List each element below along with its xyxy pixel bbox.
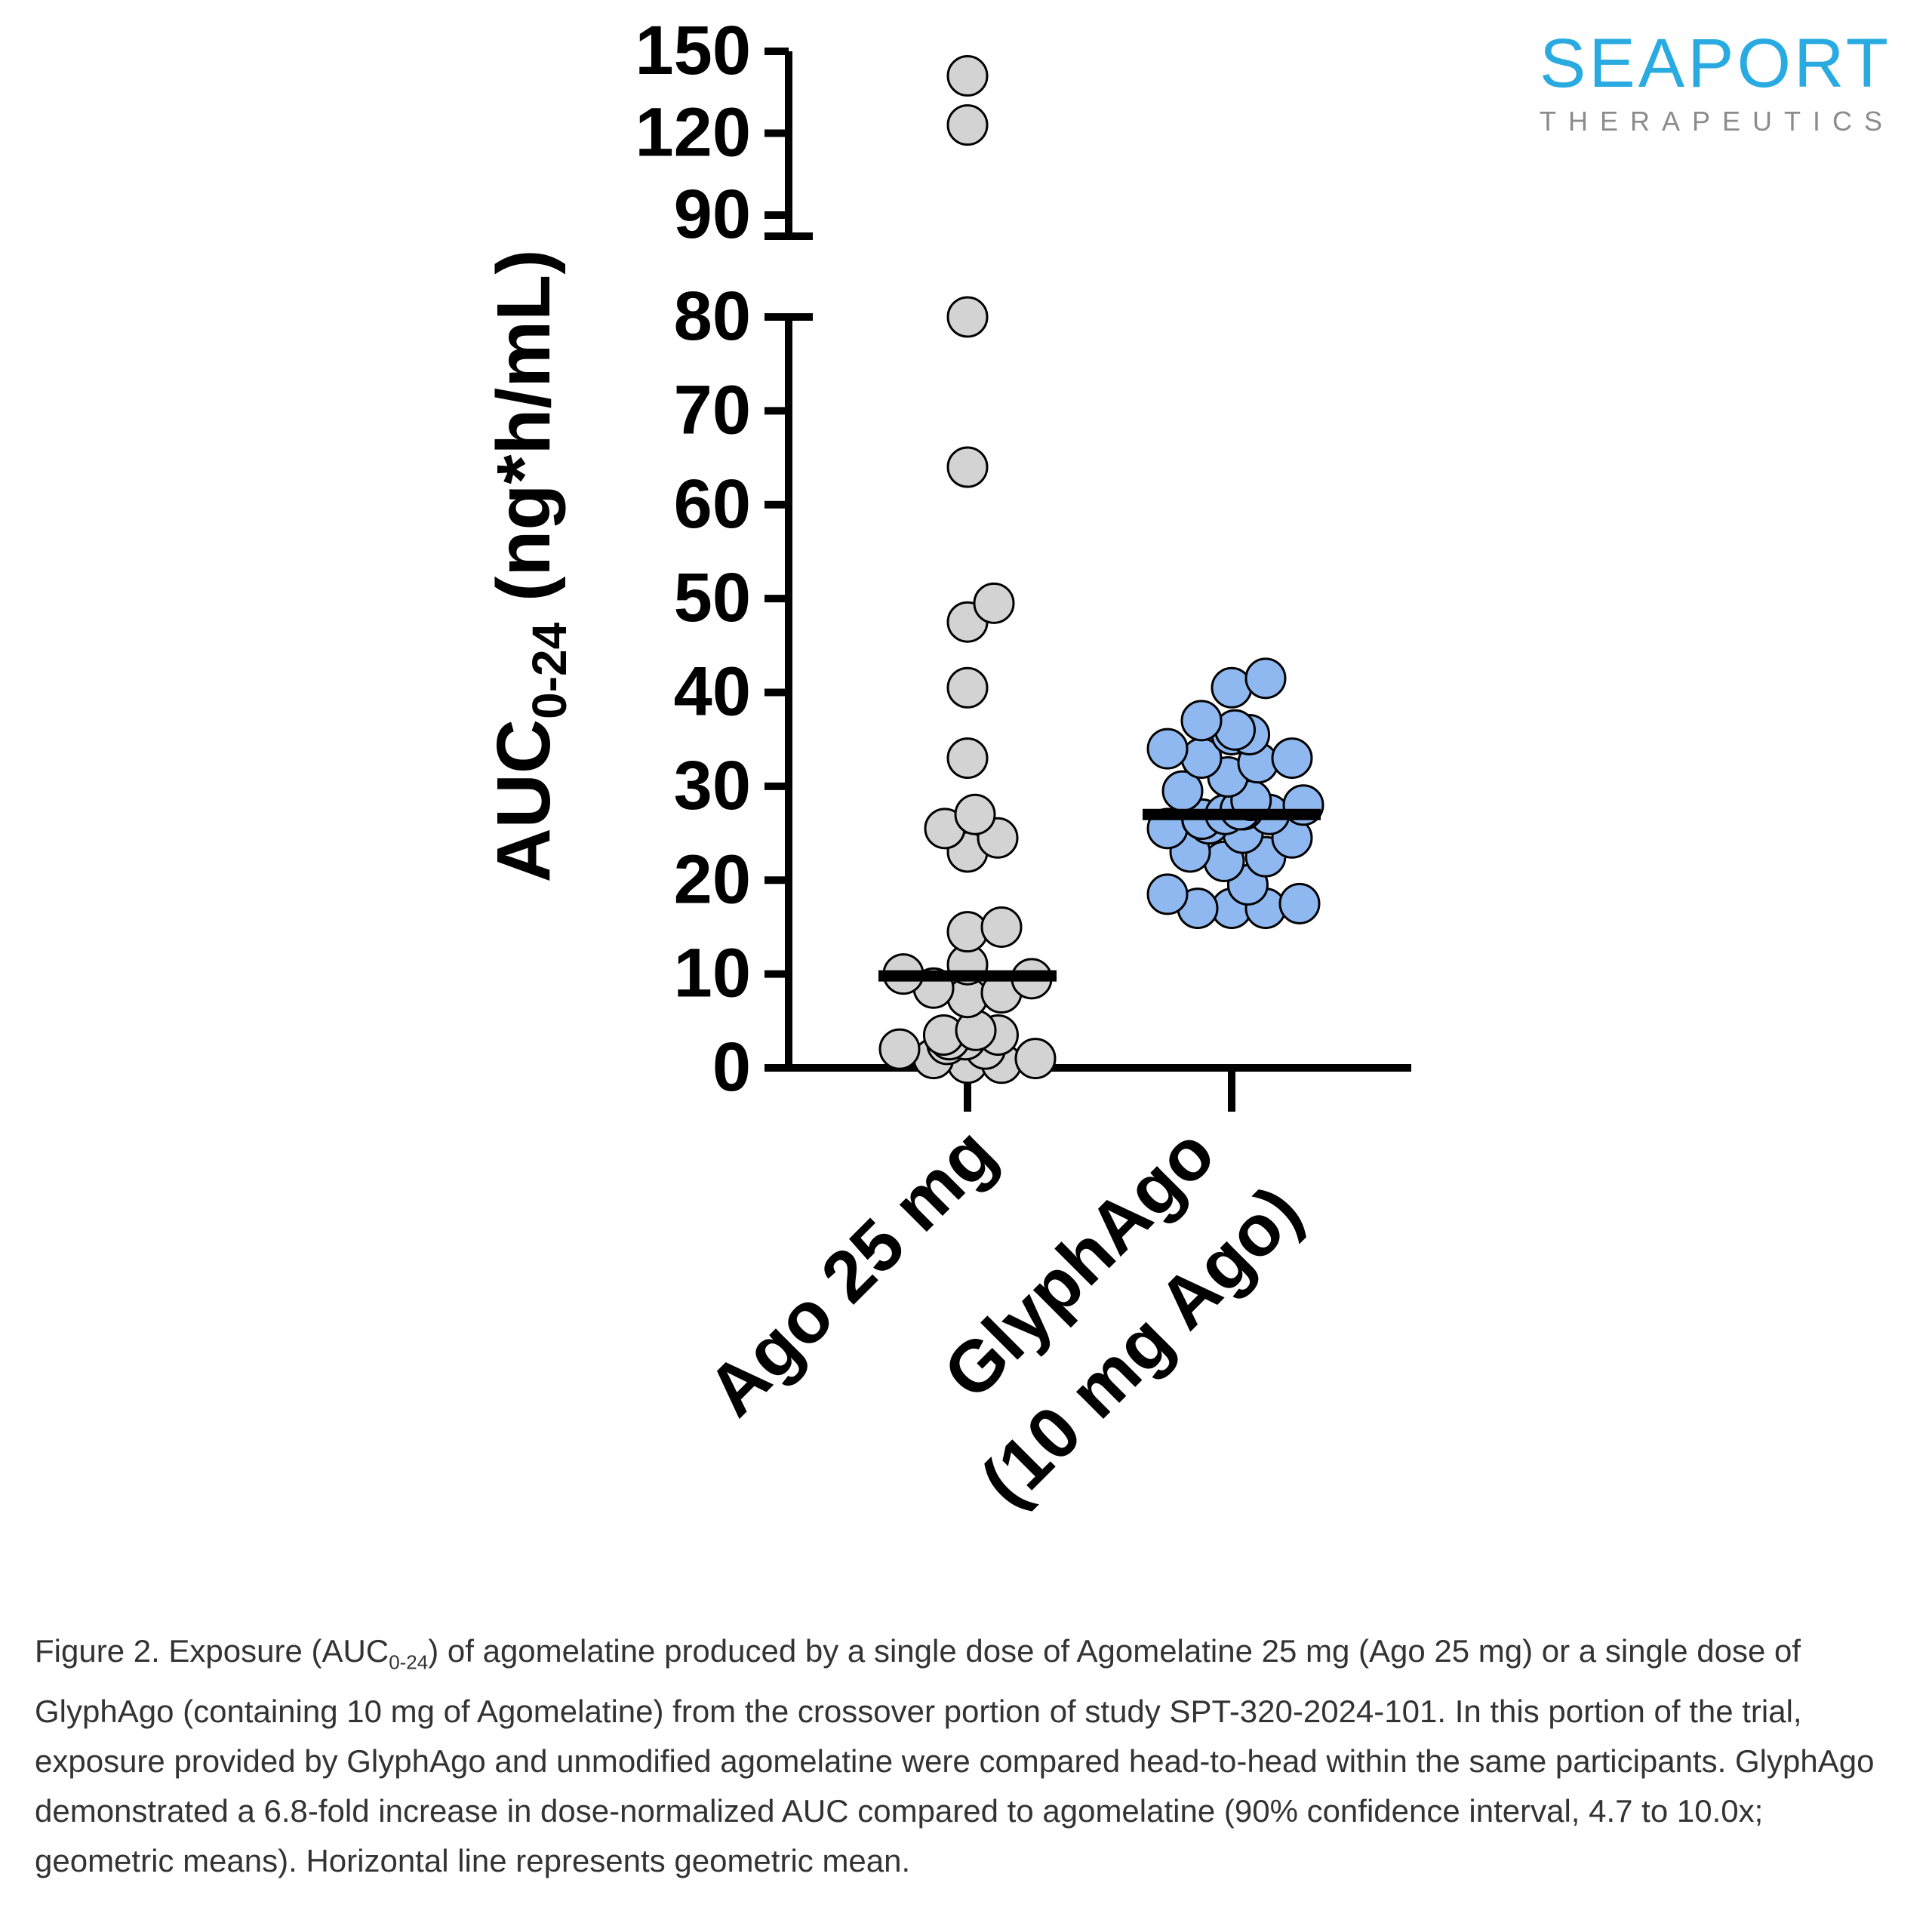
- data-point: [948, 297, 987, 337]
- figure-caption: Figure 2. Exposure (AUC0-24) of agomelat…: [35, 1626, 1906, 1886]
- data-point: [880, 1029, 919, 1069]
- scatter-chart: 0 10 20 30 40 50 60 70 80 90120150 AUC0-24 (ng*h/m…: [0, 0, 1932, 1615]
- y-tick-label: 70: [674, 371, 751, 448]
- data-point: [1148, 875, 1187, 914]
- y-tick-label: 60: [674, 466, 751, 543]
- y-tick-label: 20: [674, 841, 751, 918]
- data-points: [880, 57, 1323, 1083]
- y-tick-label: 10: [674, 935, 751, 1012]
- y-tick-label: 90: [674, 176, 751, 253]
- data-point: [948, 57, 987, 96]
- data-point: [955, 795, 995, 834]
- y-axis-title: AUC0-24 (ng*h/mL): [481, 249, 577, 882]
- axes: [764, 51, 1411, 1112]
- data-point: [1148, 729, 1187, 768]
- caption-prefix: Figure 2. Exposure (AUC: [35, 1633, 389, 1669]
- logo-wordmark: SEAPORT: [1540, 29, 1917, 98]
- data-point: [948, 739, 987, 778]
- y-axis-title-sub: 0-24: [522, 622, 577, 719]
- y-tick-label: 0: [712, 1029, 751, 1106]
- y-tick-label: 120: [635, 94, 752, 171]
- caption-text: ) of agomelatine produced by a single do…: [35, 1633, 1874, 1878]
- y-axis-title-main: AUC: [481, 719, 566, 883]
- data-point: [1016, 1039, 1055, 1078]
- y-tick-label: 50: [674, 559, 751, 636]
- data-point: [948, 448, 987, 487]
- data-point: [1272, 739, 1312, 778]
- y-axis-title-unit: (ng*h/mL): [481, 249, 566, 622]
- data-point: [974, 583, 1014, 623]
- data-point: [948, 106, 987, 145]
- data-point: [1280, 884, 1319, 923]
- data-point: [1246, 659, 1285, 698]
- logo-tagline: THERAPEUTICS: [1540, 106, 1917, 137]
- data-point: [948, 912, 987, 952]
- y-tick-label: 150: [635, 12, 752, 89]
- y-tick-label: 30: [674, 747, 751, 824]
- y-tick-label: 40: [674, 654, 751, 731]
- caption-subscript: 0-24: [389, 1651, 428, 1673]
- data-point: [1182, 701, 1221, 740]
- seaport-logo: SEAPORT THERAPEUTICS: [1540, 29, 1917, 137]
- data-point: [948, 668, 987, 707]
- data-point: [982, 907, 1021, 946]
- y-tick-label: 80: [674, 278, 751, 355]
